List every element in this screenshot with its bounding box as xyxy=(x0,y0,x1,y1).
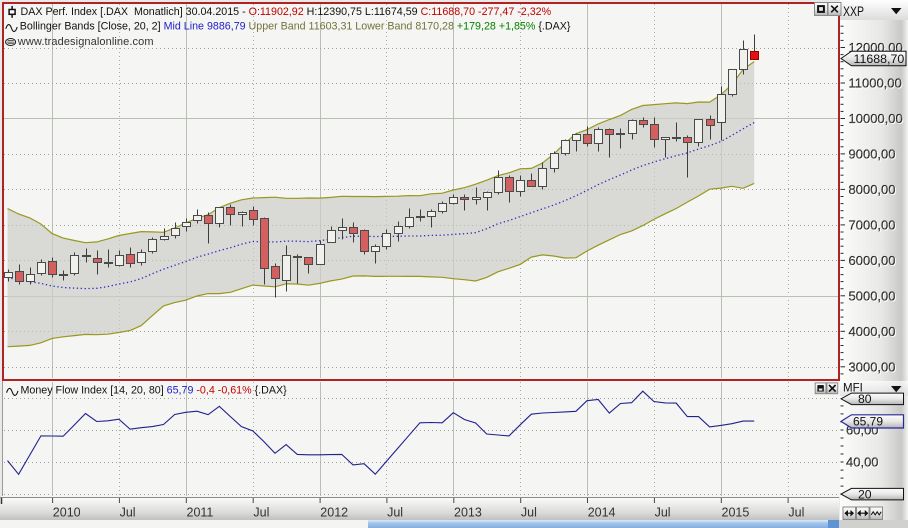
svg-text:7000,00: 7000,00 xyxy=(849,218,896,233)
svg-text:MFI: MFI xyxy=(843,383,863,395)
svg-text:2011: 2011 xyxy=(187,505,214,519)
svg-text:10000,00: 10000,00 xyxy=(849,111,903,126)
svg-text:Jul: Jul xyxy=(120,505,136,519)
svg-text:Bollinger Bands [Close, 20, 2]: Bollinger Bands [Close, 20, 2] Mid Line … xyxy=(20,21,571,33)
svg-text:8000,00: 8000,00 xyxy=(849,182,896,197)
svg-text:Jul: Jul xyxy=(253,505,269,519)
svg-text:4000,00: 4000,00 xyxy=(849,324,896,339)
svg-text:20: 20 xyxy=(858,488,872,502)
svg-text:2012: 2012 xyxy=(320,505,348,519)
svg-text:80: 80 xyxy=(858,392,872,406)
svg-text:3000,00: 3000,00 xyxy=(849,359,896,374)
svg-text:5000,00: 5000,00 xyxy=(849,288,896,303)
svg-text:6000,00: 6000,00 xyxy=(849,253,896,268)
svg-text:DAX Perf. Index [.DAX Monatli: DAX Perf. Index [.DAX Monatlich] 30.04.2… xyxy=(21,6,552,18)
svg-text:2015: 2015 xyxy=(722,505,750,519)
svg-text:Money Flow Index [14, 20, 80]: Money Flow Index [14, 20, 80] 65,79 -0,4… xyxy=(21,385,288,397)
svg-text:9000,00: 9000,00 xyxy=(849,147,896,162)
svg-text:2013: 2013 xyxy=(454,505,482,519)
svg-text:65,79: 65,79 xyxy=(853,415,883,429)
svg-text:2010: 2010 xyxy=(53,505,81,519)
svg-text:2014: 2014 xyxy=(588,505,616,519)
svg-text:40,00: 40,00 xyxy=(846,455,879,470)
svg-text:Jul: Jul xyxy=(387,505,403,519)
svg-text:11688,70: 11688,70 xyxy=(854,52,905,66)
svg-text:Jul: Jul xyxy=(655,505,671,519)
svg-text:XXP: XXP xyxy=(843,3,864,19)
svg-text:Jul: Jul xyxy=(521,505,537,519)
svg-text:Jul: Jul xyxy=(788,505,804,519)
svg-text:www.tradesignalonline.com: www.tradesignalonline.com xyxy=(17,36,154,48)
svg-text:11000,00: 11000,00 xyxy=(849,76,902,91)
